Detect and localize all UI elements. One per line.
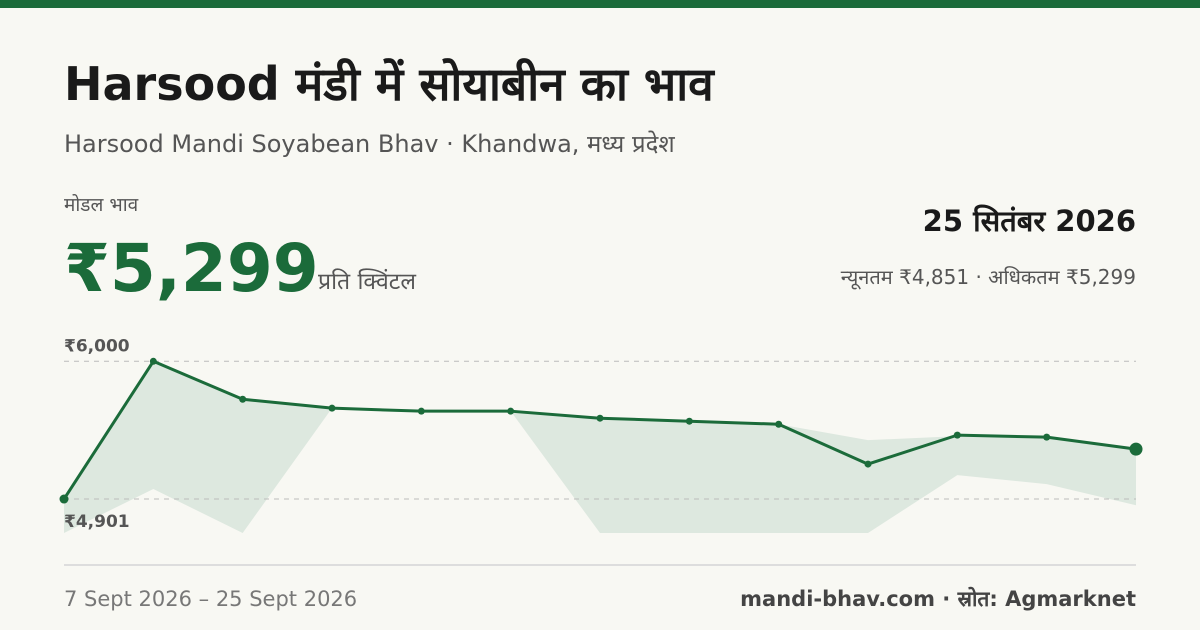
point [239, 395, 247, 403]
point [328, 404, 336, 412]
price-unit: प्रति क्विंटल [318, 268, 416, 295]
plot: ₹4,901 ₹6,000 [59, 336, 1143, 533]
min-max-band [64, 361, 1136, 533]
point [596, 414, 604, 422]
point [775, 420, 783, 428]
point [1129, 442, 1143, 456]
point [507, 407, 515, 415]
price-label: मोडल भाव [64, 193, 139, 216]
point [864, 460, 872, 468]
y-tick-label: ₹6,000 [64, 336, 130, 356]
range-text: न्यूनतम ₹4,851 · अधिकतम ₹5,299 [841, 265, 1136, 290]
title: Harsood मंडी में सोयाबीन का भाव [64, 57, 715, 111]
top-bar [0, 0, 1200, 8]
point [953, 431, 961, 439]
point [685, 417, 693, 425]
source: mandi-bhav.com · स्रोत: Agmarknet [740, 586, 1136, 611]
y-tick-label: ₹4,901 [64, 512, 130, 532]
point [59, 494, 69, 504]
subtitle: Harsood Mandi Soyabean Bhav · Khandwa, म… [64, 130, 675, 158]
date: 25 सितंबर 2026 [923, 204, 1136, 238]
price: ₹5,299 [64, 230, 319, 307]
date-range: 7 Sept 2026 – 25 Sept 2026 [64, 587, 357, 611]
point [417, 407, 425, 415]
point [1043, 433, 1051, 441]
point [149, 357, 157, 365]
